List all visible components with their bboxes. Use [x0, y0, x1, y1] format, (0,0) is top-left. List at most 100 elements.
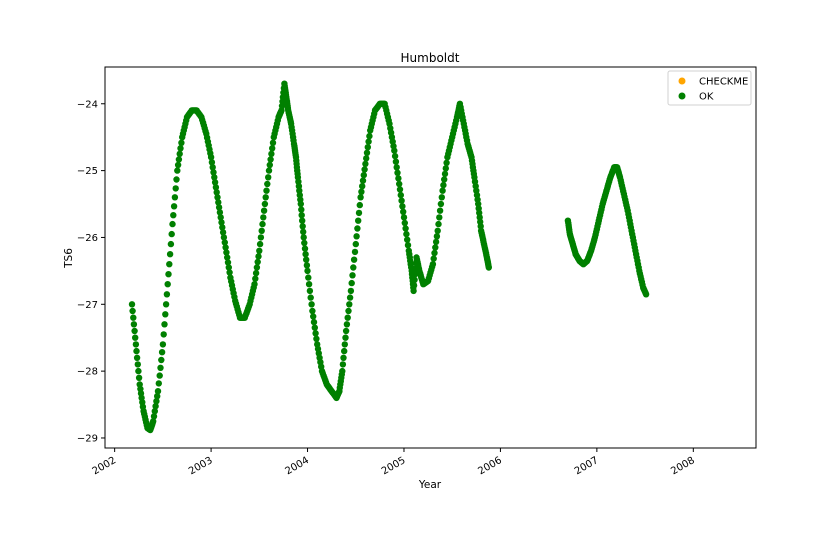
data-point: [130, 314, 137, 321]
data-point: [176, 150, 183, 158]
data-point: [130, 321, 138, 328]
data-point: [350, 256, 358, 263]
data-point: [251, 281, 258, 288]
data-point: [225, 264, 232, 271]
data-point: [166, 251, 174, 258]
data-point: [348, 279, 355, 287]
data-point: [267, 156, 274, 163]
data-point: [158, 349, 166, 356]
data-point: [440, 181, 447, 189]
data-point: [438, 194, 445, 201]
data-point: [133, 354, 141, 361]
data-point: [221, 239, 228, 246]
data-point: [168, 230, 175, 238]
data-point: [129, 307, 136, 315]
data-point: [128, 301, 136, 308]
data-point: [159, 341, 167, 348]
y-tick-label: −28: [77, 367, 98, 378]
data-point: [442, 165, 449, 172]
data-point: [150, 418, 157, 425]
data-point: [436, 214, 443, 221]
data-point: [430, 255, 437, 262]
data-point: [362, 160, 369, 168]
data-point: [354, 225, 361, 232]
data-point: [258, 227, 265, 234]
legend-marker: [678, 77, 686, 85]
data-point: [262, 194, 269, 201]
data-point: [359, 183, 366, 190]
data-point: [340, 354, 347, 361]
data-point: [211, 174, 218, 181]
data-point: [260, 207, 268, 214]
y-axis-label: TS6: [63, 248, 75, 269]
data-point: [365, 138, 372, 145]
data-point: [298, 212, 305, 219]
data-point: [363, 149, 371, 156]
data-point: [173, 176, 180, 183]
data-point: [301, 245, 309, 252]
data-point: [151, 408, 158, 415]
data-point: [341, 341, 348, 348]
data-point: [155, 380, 162, 387]
data-point: [211, 179, 219, 186]
data-point: [303, 256, 310, 263]
data-point: [485, 264, 492, 271]
data-point: [174, 161, 182, 169]
chart-title: Humboldt: [401, 51, 460, 65]
data-point: [224, 259, 232, 266]
data-point: [158, 356, 165, 364]
data-point: [210, 169, 217, 176]
data-point: [364, 144, 371, 151]
data-point: [443, 159, 450, 166]
data-point: [215, 204, 223, 211]
data-point: [167, 240, 175, 248]
legend-label: OK: [699, 92, 714, 103]
data-point: [265, 167, 273, 174]
legend-label: CHECKME: [699, 77, 748, 88]
data-point: [132, 341, 140, 348]
data-point: [259, 220, 266, 228]
data-point: [341, 347, 348, 355]
data-point: [134, 361, 141, 368]
data-point: [431, 249, 438, 257]
data-point: [437, 200, 445, 208]
data-point: [300, 234, 307, 241]
data-point: [165, 271, 172, 278]
data-point: [432, 238, 440, 246]
legend: CHECKME OK: [667, 70, 752, 106]
data-point: [441, 176, 448, 183]
y-tick-label: −27: [77, 300, 98, 311]
data-point: [266, 161, 273, 169]
data-point: [339, 367, 346, 375]
data-point: [135, 374, 143, 381]
y-tick-label: −26: [77, 233, 98, 244]
data-point: [300, 228, 307, 236]
data-point: [397, 191, 404, 199]
data-point: [429, 261, 437, 268]
data-point: [252, 275, 259, 282]
data-point: [353, 233, 360, 240]
data-point: [344, 314, 351, 321]
data-point: [410, 282, 418, 289]
data-point: [299, 217, 306, 224]
data-point: [356, 201, 363, 209]
data-point: [217, 214, 224, 221]
data-point: [342, 327, 350, 335]
data-point: [154, 393, 161, 400]
data-point: [642, 291, 650, 298]
data-point: [355, 217, 362, 224]
data-point: [339, 361, 347, 368]
data-point: [213, 189, 220, 196]
data-point: [254, 258, 261, 266]
y-tick-label: −24: [77, 99, 98, 110]
data-point: [174, 167, 181, 174]
data-point: [216, 209, 224, 216]
data-point: [310, 318, 318, 326]
data-point: [132, 334, 139, 341]
data-point: [366, 132, 373, 140]
plot-frame: [104, 66, 757, 449]
data-point: [310, 313, 317, 320]
data-point: [131, 327, 138, 335]
data-point: [133, 347, 140, 355]
